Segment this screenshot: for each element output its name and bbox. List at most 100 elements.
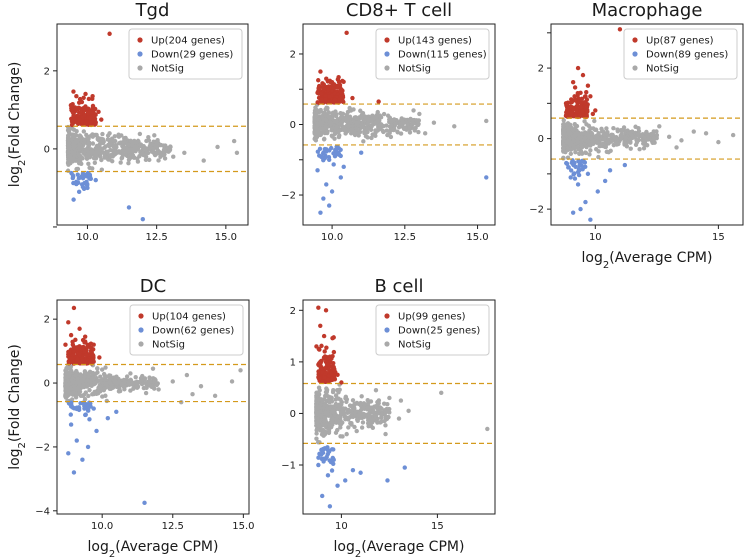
point-notsig-bg bbox=[330, 110, 336, 116]
point-notsig-bg bbox=[361, 413, 366, 419]
point-notsig-bg bbox=[602, 132, 608, 137]
point-notsig bbox=[234, 150, 240, 155]
point-notsig-bg bbox=[330, 133, 335, 139]
point-notsig-bg bbox=[317, 130, 322, 136]
point-notsig-bg bbox=[354, 130, 359, 136]
point-down-bg bbox=[570, 161, 576, 167]
point-down bbox=[325, 473, 331, 478]
point-up bbox=[66, 352, 71, 357]
point-up bbox=[90, 103, 96, 109]
point-notsig-bg bbox=[381, 129, 386, 135]
y-axis-label: log2(Fold Change) bbox=[7, 344, 28, 470]
point-down-bg bbox=[577, 163, 582, 168]
x-axis-label: log2(Average CPM) bbox=[334, 539, 465, 558]
point-notsig-bg bbox=[346, 127, 352, 132]
x-tick-label: 12.5 bbox=[146, 232, 168, 243]
point-notsig-bg bbox=[75, 387, 81, 392]
point-down-bg bbox=[331, 162, 336, 167]
point-notsig bbox=[377, 406, 382, 411]
point-notsig-bg bbox=[131, 386, 136, 391]
point-notsig bbox=[358, 400, 363, 406]
legend-down-label: Down(62 genes) bbox=[152, 326, 234, 337]
point-notsig bbox=[485, 426, 490, 432]
point-notsig-bg bbox=[601, 137, 606, 142]
point-up-bg bbox=[578, 104, 583, 110]
point-up-bg bbox=[335, 77, 341, 82]
point-notsig-bg bbox=[561, 136, 566, 141]
point-down bbox=[484, 175, 489, 180]
point-down bbox=[74, 438, 79, 443]
legend-notsig-label: NotSig bbox=[152, 340, 185, 351]
point-up-bg bbox=[85, 110, 91, 116]
point-notsig-bg bbox=[349, 107, 354, 113]
point-up-bg bbox=[321, 355, 327, 360]
point-notsig bbox=[373, 115, 378, 120]
point-notsig-bg bbox=[575, 144, 580, 150]
point-notsig-bg bbox=[336, 390, 341, 395]
point-up-bg bbox=[318, 91, 324, 96]
point-up bbox=[376, 99, 381, 104]
point-notsig-bg bbox=[587, 152, 592, 157]
point-up-bg bbox=[577, 112, 583, 118]
legend-down-marker bbox=[632, 51, 638, 57]
legend-box bbox=[375, 28, 490, 80]
panel-title: CD8+ T cell bbox=[346, 0, 452, 21]
point-notsig bbox=[118, 160, 123, 165]
point-notsig-bg bbox=[75, 377, 80, 382]
x-tick-label: 15.0 bbox=[215, 232, 237, 243]
point-notsig-bg bbox=[346, 425, 351, 430]
point-notsig bbox=[385, 132, 390, 138]
legend-up-label: Up(204 genes) bbox=[151, 36, 225, 47]
legend-down-marker bbox=[384, 51, 390, 57]
point-notsig-bg bbox=[359, 425, 365, 430]
point-notsig-bg bbox=[366, 117, 371, 122]
point-notsig-bg bbox=[312, 111, 318, 116]
point-notsig-bg bbox=[359, 394, 364, 399]
point-up-bg bbox=[88, 120, 93, 126]
point-up-bg bbox=[72, 105, 78, 110]
point-up-bg bbox=[329, 371, 334, 376]
point-notsig-bg bbox=[103, 365, 108, 370]
point-notsig bbox=[716, 139, 721, 145]
point-notsig-bg bbox=[124, 145, 130, 151]
point-down-bg bbox=[68, 412, 73, 417]
panel-1: CD8+ T cell 10.0 12.5 15.0 −2 0 2 Up(143 genes)… bbox=[281, 0, 496, 243]
point-notsig-bg bbox=[411, 121, 416, 126]
point-notsig-bg bbox=[108, 373, 113, 378]
point-up-bg bbox=[323, 97, 328, 102]
point-notsig-bg bbox=[395, 129, 400, 134]
legend-down-label: Down(89 genes) bbox=[646, 50, 728, 61]
point-notsig-bg bbox=[381, 401, 387, 406]
point-down bbox=[358, 150, 364, 155]
point-notsig-bg bbox=[356, 413, 361, 418]
point-up bbox=[314, 344, 319, 349]
point-down bbox=[68, 422, 74, 427]
point-down bbox=[332, 154, 338, 159]
point-up-bg bbox=[316, 85, 321, 91]
point-notsig-bg bbox=[615, 127, 620, 132]
point-notsig bbox=[657, 124, 662, 129]
legend-box bbox=[129, 304, 244, 356]
point-notsig bbox=[679, 138, 684, 143]
legend-up-marker bbox=[384, 37, 390, 43]
point-notsig-bg bbox=[344, 431, 349, 437]
point-notsig-bg bbox=[110, 158, 115, 164]
point-notsig-bg bbox=[336, 134, 342, 140]
panel-2: Macrophage 10 15 −2 0 2 log2(Average CPM) Up(87… bbox=[529, 0, 744, 271]
y-tick-label: 0 bbox=[44, 144, 50, 155]
point-up-bg bbox=[93, 106, 98, 112]
point-down bbox=[94, 428, 99, 434]
point-notsig bbox=[703, 131, 709, 136]
point-notsig-bg bbox=[370, 113, 375, 118]
point-notsig-bg bbox=[314, 436, 319, 441]
point-up bbox=[320, 369, 325, 375]
point-notsig-bg bbox=[130, 381, 136, 386]
point-down bbox=[85, 444, 91, 450]
point-notsig-bg bbox=[126, 157, 132, 162]
point-up bbox=[74, 345, 79, 351]
point-down-bg bbox=[82, 406, 87, 411]
point-notsig bbox=[201, 158, 206, 163]
point-notsig-bg bbox=[346, 410, 351, 415]
point-notsig-bg bbox=[92, 380, 97, 385]
legend-notsig-marker bbox=[138, 341, 144, 347]
